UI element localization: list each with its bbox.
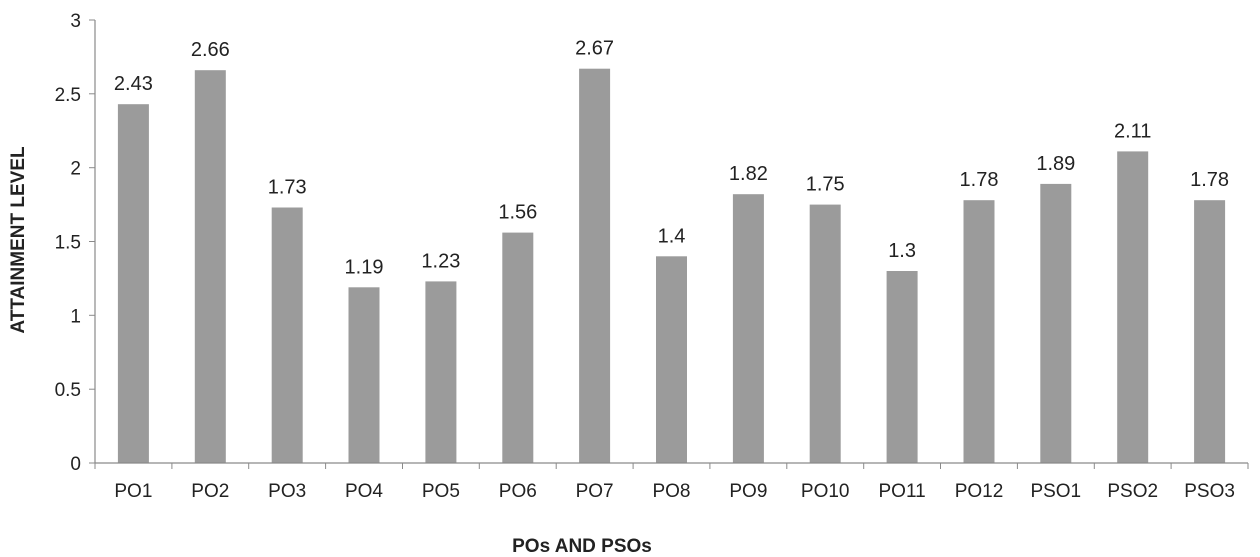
x-tick-label-po1: PO1 bbox=[114, 481, 152, 502]
data-label-po6: 1.56 bbox=[498, 202, 537, 224]
bar-po10 bbox=[810, 205, 841, 463]
y-tick-label: 3 bbox=[70, 11, 81, 32]
y-tick-label: 2.5 bbox=[55, 85, 81, 106]
y-tick-label: 1 bbox=[70, 306, 81, 327]
data-label-po5: 1.23 bbox=[421, 250, 460, 272]
x-tick-label-po12: PO12 bbox=[955, 481, 1004, 502]
data-label-po3: 1.73 bbox=[268, 177, 307, 199]
x-tick-label-po5: PO5 bbox=[422, 481, 460, 502]
bars-group bbox=[118, 69, 1225, 463]
data-label-po12: 1.78 bbox=[960, 169, 999, 191]
data-label-po4: 1.19 bbox=[345, 256, 384, 278]
bar-po1 bbox=[118, 104, 149, 463]
data-label-po1: 2.43 bbox=[114, 73, 153, 95]
x-tick-label-po6: PO6 bbox=[499, 481, 537, 502]
x-tick-label-pso2: PSO2 bbox=[1107, 481, 1158, 502]
x-tick-label-po4: PO4 bbox=[345, 481, 383, 502]
bar-po11 bbox=[887, 271, 918, 463]
x-tick-label-po8: PO8 bbox=[652, 481, 690, 502]
x-tick-label-po7: PO7 bbox=[576, 481, 614, 502]
bar-po4 bbox=[349, 287, 380, 463]
y-tick-label: 0.5 bbox=[55, 380, 81, 401]
bar-po2 bbox=[195, 70, 226, 463]
y-tick-label: 1.5 bbox=[55, 233, 81, 254]
x-axis-title: POs AND PSOs bbox=[512, 536, 652, 557]
data-label-po7: 2.67 bbox=[575, 38, 614, 60]
x-tick-label-po9: PO9 bbox=[729, 481, 767, 502]
x-tick-label-po2: PO2 bbox=[191, 481, 229, 502]
data-label-po10: 1.75 bbox=[806, 174, 845, 196]
data-label-pso2: 2.11 bbox=[1114, 120, 1151, 142]
x-tick-label-po3: PO3 bbox=[268, 481, 306, 502]
x-tick-label-po10: PO10 bbox=[801, 481, 850, 502]
bar-po7 bbox=[579, 69, 610, 463]
data-label-po9: 1.82 bbox=[729, 163, 768, 185]
bar-po9 bbox=[733, 194, 764, 463]
bar-pso1 bbox=[1040, 184, 1071, 463]
x-tick-label-pso3: PSO3 bbox=[1184, 481, 1235, 502]
x-tick-label-po11: PO11 bbox=[879, 481, 926, 502]
bar-pso2 bbox=[1117, 151, 1148, 463]
bar-po8 bbox=[656, 256, 687, 463]
data-label-po8: 1.4 bbox=[658, 225, 686, 247]
data-label-po2: 2.66 bbox=[191, 39, 230, 61]
data-label-po11: 1.3 bbox=[888, 240, 916, 262]
x-tick-label-pso1: PSO1 bbox=[1030, 481, 1081, 502]
y-tick-label: 0 bbox=[70, 454, 81, 475]
data-label-pso1: 1.89 bbox=[1036, 153, 1075, 175]
y-tick-label: 2 bbox=[70, 159, 81, 180]
bar-po12 bbox=[964, 200, 995, 463]
bar-po5 bbox=[425, 281, 456, 463]
y-axis-title: ATTAINMENT LEVEL bbox=[8, 146, 29, 334]
bar-po6 bbox=[502, 233, 533, 463]
bar-po3 bbox=[272, 208, 303, 464]
data-label-pso3: 1.78 bbox=[1190, 169, 1229, 191]
bar-pso3 bbox=[1194, 200, 1225, 463]
